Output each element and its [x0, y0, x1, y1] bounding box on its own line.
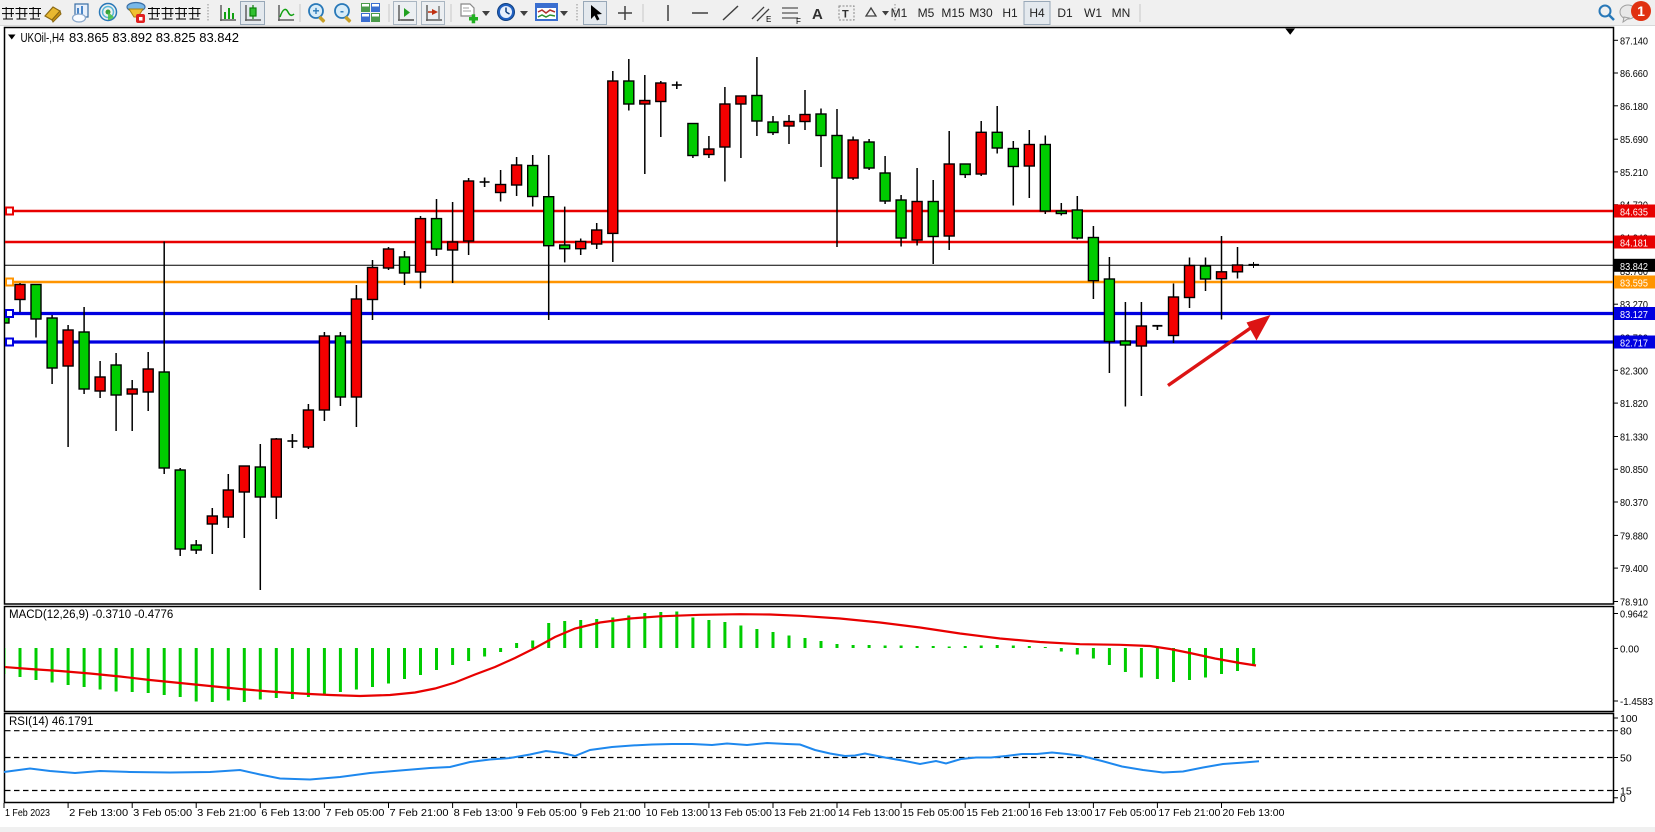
- svg-text:80.850: 80.850: [1620, 464, 1648, 476]
- svg-text:RSI(14) 46.1791: RSI(14) 46.1791: [9, 716, 93, 728]
- svg-text:W1: W1: [1084, 6, 1102, 20]
- svg-text:9 Feb 05:00: 9 Feb 05:00: [518, 807, 577, 819]
- svg-text:15: 15: [1620, 786, 1632, 798]
- svg-text:2 Feb 13:00: 2 Feb 13:00: [69, 807, 128, 819]
- svg-text:9 Feb 21:00: 9 Feb 21:00: [582, 807, 641, 819]
- svg-text:T: T: [842, 9, 849, 21]
- svg-text:83.595: 83.595: [1620, 278, 1648, 290]
- svg-text:83.127: 83.127: [1620, 309, 1648, 321]
- svg-text:17 Feb 21:00: 17 Feb 21:00: [1158, 807, 1220, 819]
- svg-text:0: 0: [1620, 793, 1626, 805]
- svg-text:100: 100: [1620, 713, 1638, 725]
- svg-text:H1: H1: [1002, 6, 1018, 20]
- svg-text:8 Feb 13:00: 8 Feb 13:00: [454, 807, 513, 819]
- svg-text:80: 80: [1620, 726, 1632, 738]
- svg-text:16 Feb 13:00: 16 Feb 13:00: [1030, 807, 1092, 819]
- svg-text:E: E: [766, 15, 771, 24]
- svg-text:81.330: 81.330: [1620, 432, 1648, 444]
- svg-text:3 Feb 05:00: 3 Feb 05:00: [133, 807, 192, 819]
- svg-text:86.660: 86.660: [1620, 68, 1648, 80]
- svg-text:13 Feb 21:00: 13 Feb 21:00: [774, 807, 836, 819]
- svg-text:14 Feb 13:00: 14 Feb 13:00: [838, 807, 900, 819]
- svg-text:84.181: 84.181: [1620, 238, 1648, 250]
- svg-text:UKOil-,H4: UKOil-,H4: [21, 30, 65, 45]
- svg-text:50: 50: [1620, 753, 1632, 765]
- svg-text:D1: D1: [1057, 6, 1073, 20]
- svg-text:80.370: 80.370: [1620, 497, 1648, 509]
- svg-text:M1: M1: [891, 6, 908, 20]
- svg-text:-: -: [340, 4, 344, 18]
- svg-text:0.9642: 0.9642: [1620, 609, 1648, 621]
- svg-text:79.880: 79.880: [1620, 530, 1648, 542]
- svg-text:20 Feb 13:00: 20 Feb 13:00: [1223, 807, 1285, 819]
- svg-text:78.910: 78.910: [1620, 597, 1648, 609]
- svg-text:15 Feb 21:00: 15 Feb 21:00: [966, 807, 1028, 819]
- svg-text:85.690: 85.690: [1620, 134, 1648, 146]
- svg-text:1: 1: [1637, 3, 1645, 19]
- svg-text:7 Feb 21:00: 7 Feb 21:00: [390, 807, 449, 819]
- svg-text:H4: H4: [1029, 6, 1045, 20]
- svg-text:79.400: 79.400: [1620, 563, 1648, 575]
- svg-text:MN: MN: [1112, 6, 1131, 20]
- svg-text:M15: M15: [941, 6, 965, 20]
- svg-text:86.180: 86.180: [1620, 101, 1648, 113]
- svg-text:-1.4583: -1.4583: [1620, 696, 1653, 708]
- svg-text:+: +: [312, 4, 319, 18]
- svg-text:83.842: 83.842: [1620, 261, 1648, 273]
- svg-text:10 Feb 13:00: 10 Feb 13:00: [646, 807, 708, 819]
- svg-text:84.635: 84.635: [1620, 207, 1648, 219]
- svg-text:13 Feb 05:00: 13 Feb 05:00: [710, 807, 772, 819]
- svg-text:17 Feb 05:00: 17 Feb 05:00: [1094, 807, 1156, 819]
- svg-text:F: F: [796, 17, 801, 26]
- svg-text:M5: M5: [918, 6, 935, 20]
- svg-text:83.865 83.892 83.825 83.842: 83.865 83.892 83.825 83.842: [69, 30, 239, 45]
- svg-text:81.820: 81.820: [1620, 398, 1648, 410]
- svg-text:MACD(12,26,9) -0.3710 -0.4776: MACD(12,26,9) -0.3710 -0.4776: [9, 609, 173, 621]
- svg-text:87.140: 87.140: [1620, 35, 1648, 47]
- svg-text:15 Feb 05:00: 15 Feb 05:00: [902, 807, 964, 819]
- svg-text:6 Feb 13:00: 6 Feb 13:00: [261, 807, 320, 819]
- svg-text:82.300: 82.300: [1620, 365, 1648, 377]
- svg-text:M30: M30: [969, 6, 993, 20]
- svg-text:A: A: [812, 6, 823, 23]
- svg-text:7 Feb 05:00: 7 Feb 05:00: [325, 807, 384, 819]
- svg-text:82.717: 82.717: [1620, 338, 1648, 350]
- svg-text:0.00: 0.00: [1620, 643, 1639, 655]
- svg-text:1 Feb 2023: 1 Feb 2023: [5, 807, 50, 819]
- svg-text:3 Feb 21:00: 3 Feb 21:00: [197, 807, 256, 819]
- svg-text:85.210: 85.210: [1620, 167, 1648, 179]
